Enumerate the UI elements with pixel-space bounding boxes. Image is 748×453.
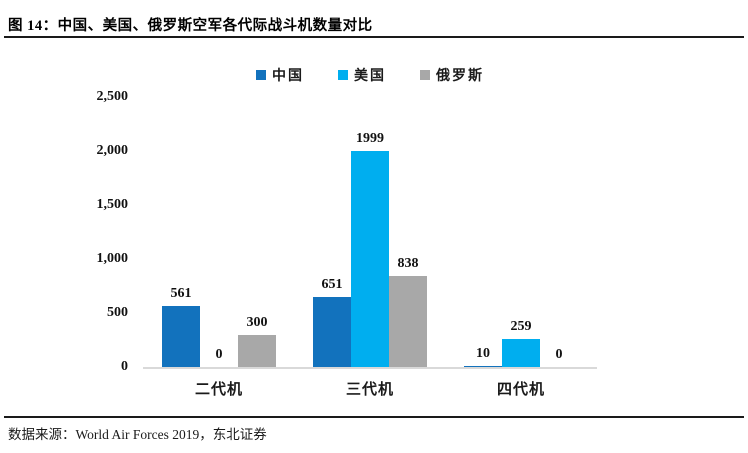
data-source-note: 数据来源：World Air Forces 2019，东北证券 — [8, 427, 267, 442]
legend-item-2: 俄罗斯 — [420, 65, 484, 85]
bar-series0-cat1 — [313, 297, 351, 367]
legend-label: 美国 — [354, 69, 386, 84]
bar-value-label: 300 — [246, 315, 268, 330]
chart-legend: 中国 美国 俄罗斯 — [143, 66, 597, 84]
bar-series1-cat1 — [351, 151, 389, 367]
y-tick-label: 0 — [121, 359, 128, 374]
bar-value-label: 0 — [555, 347, 563, 362]
legend-item-0: 中国 — [256, 65, 304, 85]
y-tick-label: 500 — [107, 305, 128, 320]
y-tick-label: 2,500 — [96, 89, 129, 104]
x-category-label-0: 二代机 — [194, 382, 243, 398]
y-tick-label: 1,000 — [96, 251, 129, 266]
bar-value-label: 1999 — [356, 131, 384, 146]
bar-series0-cat2 — [464, 366, 502, 367]
y-tick-label: 2,000 — [96, 143, 129, 158]
x-category-label-2: 四代机 — [496, 382, 545, 398]
footer-divider-line — [4, 416, 744, 418]
bar-value-label: 259 — [510, 319, 532, 334]
bar-value-label: 10 — [476, 346, 490, 361]
y-axis-tick-labels: 2,500 2,000 1,500 1,000 500 0 — [55, 89, 129, 374]
legend-color-swatch — [338, 70, 348, 80]
bar-value-label: 561 — [170, 286, 192, 301]
chart-plot-area: 561 0 300 二代机 651 1999 838 三代机 10 259 0 四代机 — [143, 97, 597, 398]
bar-value-label: 838 — [397, 256, 419, 271]
x-category-label-1: 三代机 — [345, 382, 394, 398]
bar-series2-cat1 — [389, 276, 427, 367]
legend-color-swatch — [420, 70, 430, 80]
figure-title: 图 14：中国、美国、俄罗斯空军各代际战斗机数量对比 — [8, 18, 373, 34]
y-tick-label: 1,500 — [96, 197, 129, 212]
bar-series0-cat0 — [162, 306, 200, 367]
title-divider-line — [4, 36, 744, 38]
bar-value-label: 0 — [215, 347, 223, 362]
legend-item-1: 美国 — [338, 65, 386, 85]
bar-value-label: 651 — [321, 277, 343, 292]
legend-label: 俄罗斯 — [436, 69, 484, 84]
legend-label: 中国 — [272, 69, 304, 84]
legend-color-swatch — [256, 70, 266, 80]
bar-series1-cat2 — [502, 339, 540, 367]
bar-series2-cat0 — [238, 335, 276, 367]
